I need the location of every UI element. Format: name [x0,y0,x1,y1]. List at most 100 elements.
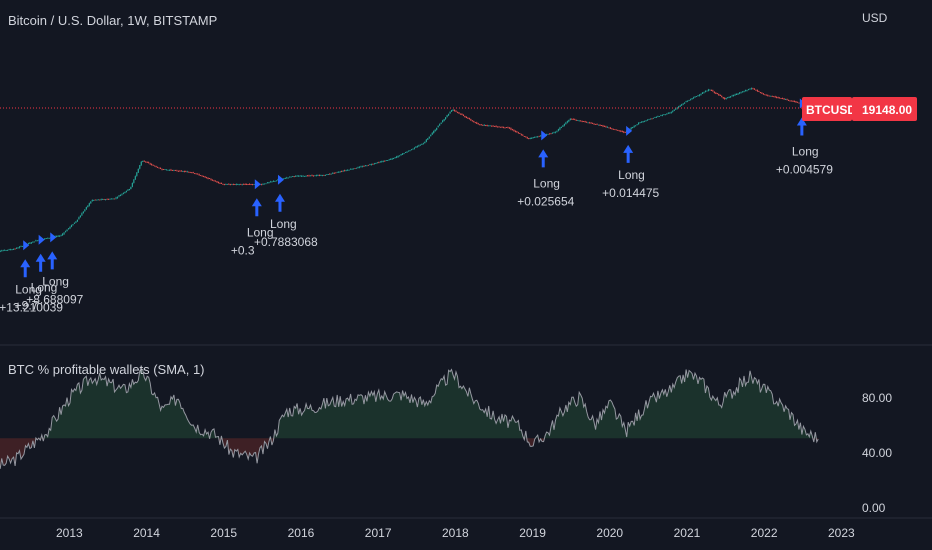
price-candle [249,183,251,185]
price-candle [692,96,695,99]
price-candle [4,249,6,251]
price-candle [661,114,663,117]
price-candle [442,119,444,123]
price-candle [615,129,617,131]
price-candle [45,237,47,240]
price-candle [526,136,528,139]
indicator-pane[interactable] [0,368,819,472]
price-pane[interactable]: Long+13.210039Long+9.7Long+8.688097Long+… [0,0,855,345]
price-candle [749,88,751,90]
price-candle [468,117,470,120]
price-candle [127,189,129,192]
price-candle [446,114,448,118]
price-candle [327,173,329,175]
price-candle [424,141,426,144]
price-candle [194,172,196,175]
x-axis[interactable]: 2013 2014 2015 2016 2017 2018 2019 2020 2021 2022… [56,526,855,540]
price-candle [360,165,362,168]
price-candle [372,163,374,165]
price-candle [306,174,309,177]
price-candle [697,95,699,97]
price-candle [724,97,726,100]
price-candle [56,235,58,238]
price-candle [85,206,87,210]
price-candle [137,168,139,173]
trade-label: Long [270,217,297,231]
price-candle [743,90,745,93]
price-candle [154,165,156,167]
price-candle [113,198,116,200]
price-candle [464,115,466,118]
price-candle [265,183,267,185]
price-candle [189,171,191,173]
price-candle [508,127,511,129]
trade-value: +0.3 [231,243,255,257]
price-candle [108,198,110,200]
price-candle [673,109,675,112]
price-candle [483,124,485,127]
price-candle [205,176,208,179]
price-candle [762,93,764,95]
price-candle [513,129,515,132]
indicator-y-axis[interactable]: 80.00 40.00 0.00 [862,391,892,515]
price-candle [679,104,681,107]
price-candle [422,142,424,145]
price-candle [759,91,761,94]
indicator-title: BTC % profitable wallets (SMA, 1) [8,362,205,377]
price-candle [590,122,592,124]
price-candle [704,90,707,93]
price-candle [216,181,218,183]
price-candle [379,161,381,163]
price-candle [99,199,101,201]
price-candle [197,173,199,175]
price-candle [271,181,273,183]
price-candle [645,119,647,122]
price-candle [550,133,552,135]
price-candle [614,129,616,131]
currency-label: USD [862,11,888,25]
price-candle [783,97,785,100]
price-candle [161,168,163,171]
price-candle [559,126,561,131]
price-candle [795,101,797,103]
price-candle [531,137,533,139]
trade-label: Long [42,274,69,288]
price-candle [511,128,514,131]
price-candle [655,116,658,118]
price-candle [308,174,310,177]
trade-label: Long [15,282,42,296]
price-candle [410,148,413,151]
price-candle [716,92,718,95]
price-candle [220,182,223,185]
x-tick-2017: 2017 [365,526,392,540]
price-candle [398,155,401,157]
price-candle [302,175,304,177]
price-candle [229,183,231,186]
price-candle [449,111,451,114]
price-candle [143,160,145,162]
price-candle [480,123,482,126]
price-candle [164,169,166,170]
price-candle [593,123,595,125]
price-candle [565,121,567,125]
price-candle [375,162,377,165]
price-candle [159,167,162,170]
price-candle [575,119,577,121]
price-candle [434,129,436,132]
price-candle [569,118,571,121]
price-candle [48,237,50,239]
price-candle [324,174,326,176]
price-candle [182,170,184,173]
price-tag-value: 19148.00 [862,103,912,117]
price-candle [474,122,476,124]
trade-value: +8.688097 [26,292,83,306]
price-candle [571,118,573,120]
price-candle [774,95,776,98]
price-candle [110,198,113,200]
price-candle [243,183,245,185]
trade-label: Long [31,281,58,295]
price-candle [725,97,727,100]
price-candle [635,125,637,127]
price-candle [336,171,338,173]
